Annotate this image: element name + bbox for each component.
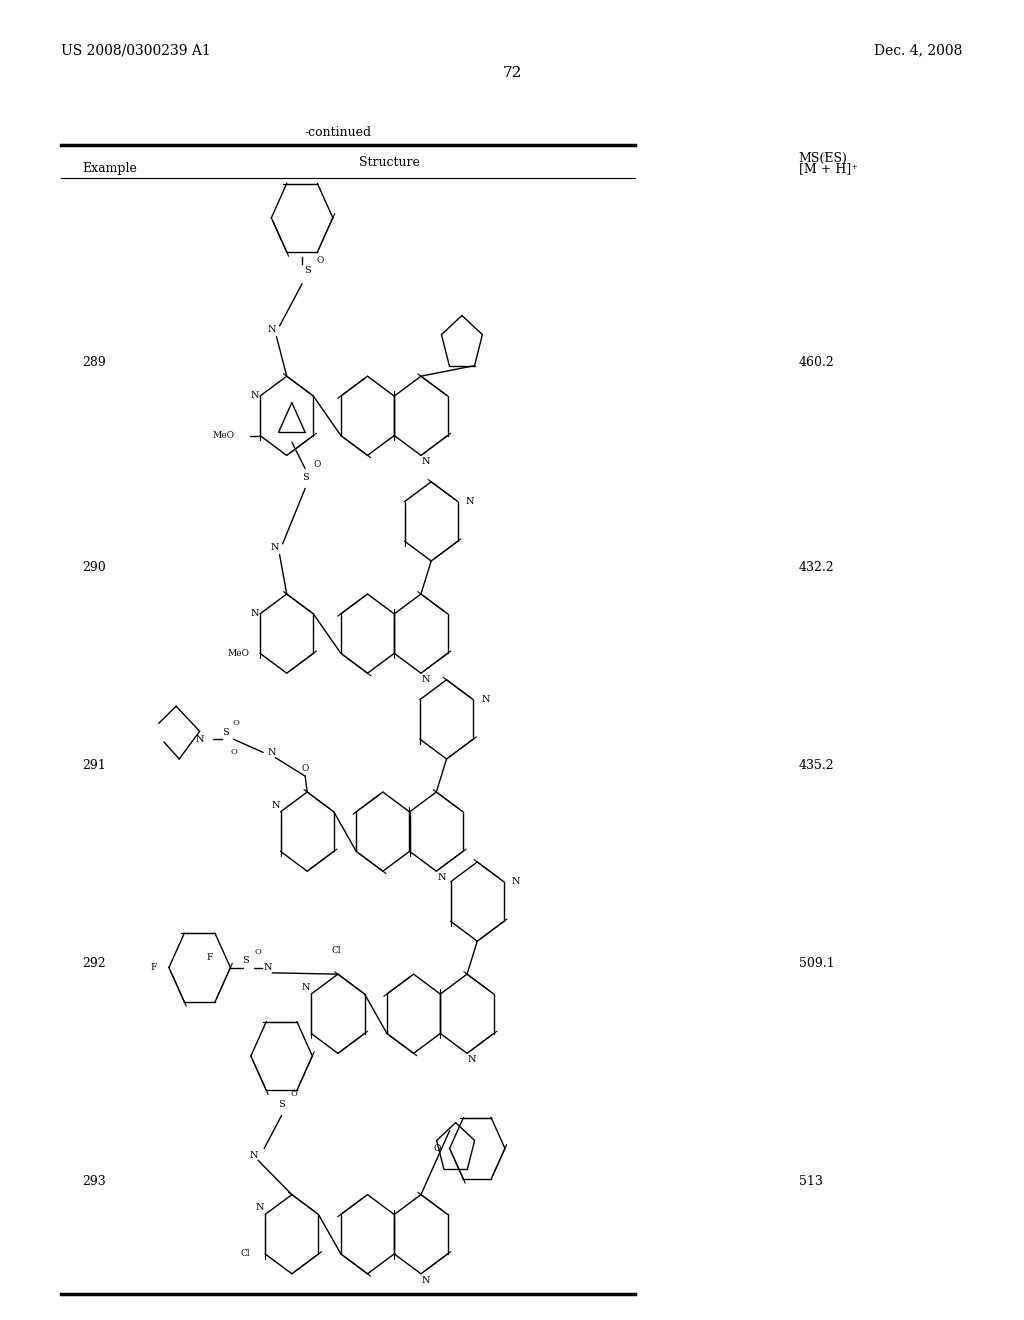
Text: N: N xyxy=(264,964,272,972)
Text: Structure: Structure xyxy=(358,156,420,169)
Text: 293: 293 xyxy=(82,1175,105,1188)
Text: MeO: MeO xyxy=(228,649,250,657)
Text: O: O xyxy=(301,764,309,772)
Text: N: N xyxy=(256,1204,264,1212)
Text: N: N xyxy=(466,498,474,506)
Text: N: N xyxy=(251,392,259,400)
Text: 513: 513 xyxy=(799,1175,822,1188)
Text: O: O xyxy=(316,256,325,264)
Text: Example: Example xyxy=(82,162,137,176)
Text: 292: 292 xyxy=(82,957,105,970)
Text: N: N xyxy=(422,458,430,466)
Text: O: O xyxy=(230,748,237,756)
Text: N: N xyxy=(468,1056,476,1064)
Text: Cl: Cl xyxy=(331,946,341,954)
Text: N: N xyxy=(422,1276,430,1284)
Text: O: O xyxy=(291,1090,297,1098)
Text: 291: 291 xyxy=(82,759,105,772)
Text: N: N xyxy=(512,878,520,886)
Text: O: O xyxy=(434,1144,441,1152)
Text: [M + H]⁺: [M + H]⁺ xyxy=(799,162,857,176)
Text: 289: 289 xyxy=(82,356,105,370)
Text: O: O xyxy=(255,948,261,956)
Text: MS(ES): MS(ES) xyxy=(799,152,848,165)
Text: Dec. 4, 2008: Dec. 4, 2008 xyxy=(874,44,963,57)
Text: N: N xyxy=(481,696,489,704)
Text: S: S xyxy=(222,729,228,737)
Text: US 2008/0300239 A1: US 2008/0300239 A1 xyxy=(61,44,211,57)
Text: N: N xyxy=(271,801,280,809)
Text: N: N xyxy=(250,1151,258,1159)
Text: 290: 290 xyxy=(82,561,105,574)
Text: F: F xyxy=(151,964,157,972)
Text: 72: 72 xyxy=(503,66,521,79)
Text: F: F xyxy=(207,953,213,961)
Text: O: O xyxy=(232,719,239,727)
Text: S: S xyxy=(302,474,308,482)
Text: MeO: MeO xyxy=(213,432,234,440)
Text: -continued: -continued xyxy=(304,125,372,139)
Text: N: N xyxy=(267,326,275,334)
Text: N: N xyxy=(422,676,430,684)
Text: 460.2: 460.2 xyxy=(799,356,835,370)
Text: N: N xyxy=(437,874,445,882)
Text: Cl: Cl xyxy=(241,1250,250,1258)
Text: 435.2: 435.2 xyxy=(799,759,835,772)
Text: S: S xyxy=(304,267,310,275)
Text: 509.1: 509.1 xyxy=(799,957,835,970)
Text: S: S xyxy=(243,957,249,965)
Text: N: N xyxy=(270,544,279,552)
Text: N: N xyxy=(251,610,259,618)
Text: 432.2: 432.2 xyxy=(799,561,835,574)
Text: S: S xyxy=(279,1101,285,1109)
Text: N: N xyxy=(196,735,204,743)
Text: N: N xyxy=(267,748,275,756)
Text: N: N xyxy=(302,983,310,991)
Text: O: O xyxy=(313,461,322,469)
